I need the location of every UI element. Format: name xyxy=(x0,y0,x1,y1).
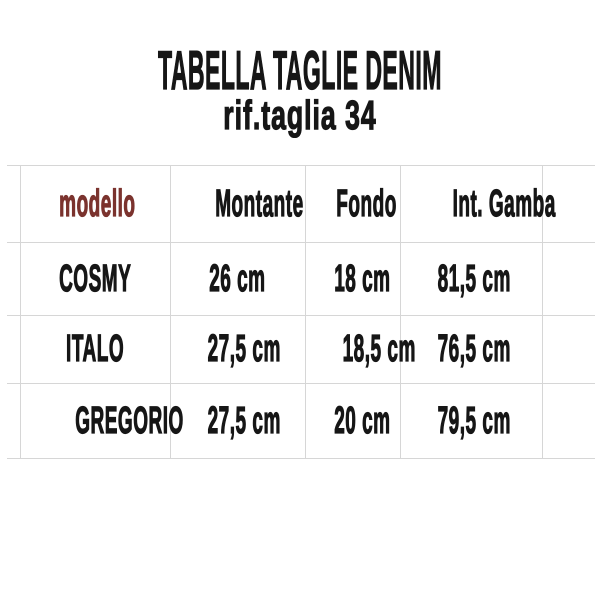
column-header-fondo-text: Fondo xyxy=(335,182,397,225)
fondo-value-text: 20 cm xyxy=(333,399,391,442)
table-row-gregorio: GREGORIO 27,5 cm 20 cm 79,5 cm xyxy=(7,383,595,459)
montante-value-cell: 27,5 cm xyxy=(170,383,306,459)
fondo-value-text: 18 cm xyxy=(333,257,391,300)
model-name-text: COSMY xyxy=(58,257,132,300)
montante-value-text: 27,5 cm xyxy=(207,327,281,370)
montante-value-cell: 27,5 cm xyxy=(170,315,306,384)
fondo-value-cell: 18,5 cm xyxy=(305,315,415,384)
model-name-cell: GREGORIO xyxy=(20,383,183,459)
column-header-fondo: Fondo xyxy=(305,165,401,243)
header-row: modello Montante Fondo Int. Gamba xyxy=(7,165,595,243)
int-gamba-value-text: 79,5 cm xyxy=(437,399,511,442)
spacer-cell xyxy=(7,315,21,384)
column-header-modello-text: modello xyxy=(58,182,136,225)
page-title-text: TABELLA TAGLIE DENIM xyxy=(158,38,442,101)
fondo-value-cell: 18 cm xyxy=(305,242,401,316)
int-gamba-value-cell: 76,5 cm xyxy=(400,315,543,384)
spacer-cell xyxy=(542,315,595,384)
page-subtitle: rif.taglia 34 xyxy=(0,91,600,138)
column-header-modello: modello xyxy=(20,165,171,243)
montante-value-cell: 26 cm xyxy=(170,242,306,316)
fondo-value-cell: 20 cm xyxy=(305,383,401,459)
fondo-value-text: 18,5 cm xyxy=(342,327,416,370)
spacer-cell xyxy=(7,242,21,316)
size-table: modello Montante Fondo Int. Gamba COSMY … xyxy=(7,165,595,459)
montante-value-text: 26 cm xyxy=(209,257,266,300)
model-name-cell: ITALO xyxy=(20,315,171,384)
spacer-cell xyxy=(542,383,595,459)
model-name-text: GREGORIO xyxy=(74,399,184,442)
spacer-cell xyxy=(542,242,595,316)
spacer-cell xyxy=(7,165,21,243)
column-header-int-gamba-text: Int. Gamba xyxy=(452,182,556,225)
spacer-cell xyxy=(7,383,21,459)
table-row-italo: ITALO 27,5 cm 18,5 cm 76,5 cm xyxy=(7,315,595,384)
spacer-cell xyxy=(542,165,595,243)
model-name-text: ITALO xyxy=(65,327,125,370)
column-header-montante-text: Montante xyxy=(214,182,304,225)
montante-value-text: 27,5 cm xyxy=(207,399,281,442)
table-row-cosmy: COSMY 26 cm 18 cm 81,5 cm xyxy=(7,242,595,316)
page-subtitle-text: rif.taglia 34 xyxy=(223,91,377,138)
page-title: TABELLA TAGLIE DENIM xyxy=(0,38,600,101)
column-header-montante: Montante xyxy=(170,165,306,243)
column-header-int-gamba: Int. Gamba xyxy=(400,165,555,243)
int-gamba-value-text: 81,5 cm xyxy=(437,257,511,300)
int-gamba-value-text: 76,5 cm xyxy=(437,327,511,370)
int-gamba-value-cell: 81,5 cm xyxy=(400,242,543,316)
int-gamba-value-cell: 79,5 cm xyxy=(400,383,543,459)
model-name-cell: COSMY xyxy=(20,242,171,316)
